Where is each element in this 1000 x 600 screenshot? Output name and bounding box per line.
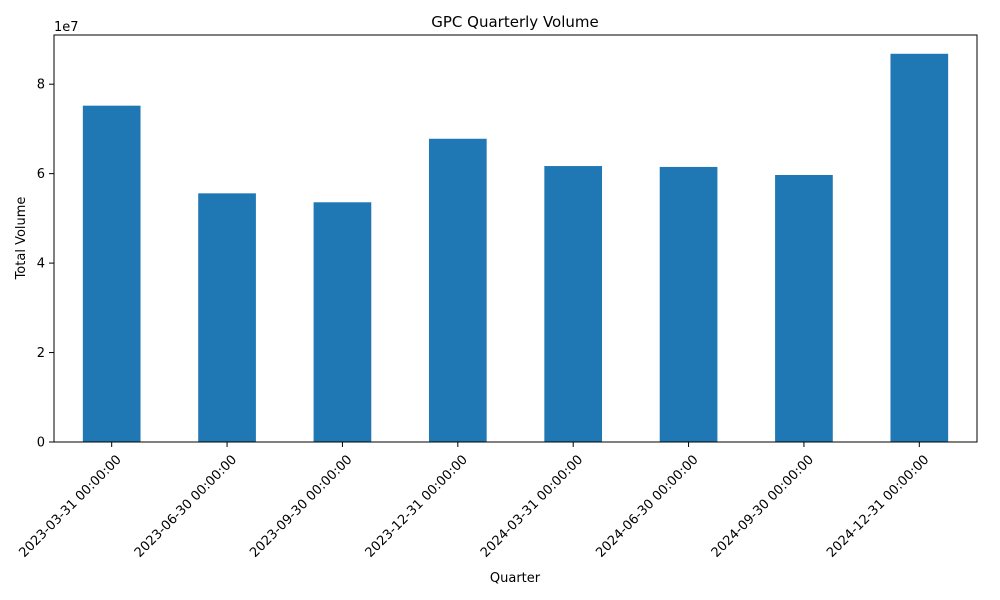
- bar-2: [198, 193, 256, 442]
- x-tick-label: 2023-09-30 00:00:00: [247, 452, 355, 560]
- x-tick-label: 2024-12-31 00:00:00: [824, 452, 932, 560]
- bar-6: [659, 166, 718, 442]
- x-tick-label: 2024-09-30 00:00:00: [709, 452, 817, 560]
- bar-5: [544, 166, 603, 443]
- x-tick-label: 2024-03-31 00:00:00: [478, 452, 586, 560]
- bar-1: [82, 105, 141, 443]
- y-tick-label: 2: [37, 346, 45, 361]
- bars-group: [82, 53, 949, 443]
- chart-title: GPC Quarterly Volume: [431, 13, 598, 31]
- y-axis-label: Total Volume: [14, 197, 29, 281]
- bar-3: [313, 202, 372, 442]
- x-tick-label: 2023-03-31 00:00:00: [16, 452, 124, 560]
- x-tick-label: 2023-12-31 00:00:00: [363, 452, 471, 560]
- plot-area-frame: [53, 34, 978, 443]
- y-axis-ticks: 0 2 4 6 8: [37, 78, 54, 451]
- y-tick-label: 0: [37, 436, 45, 451]
- bar-8: [890, 53, 949, 442]
- y-tick-label: 8: [37, 78, 45, 93]
- y-tick-label: 4: [37, 257, 45, 272]
- x-axis-ticks: 2023-03-31 00:00:00 2023-06-30 00:00:00 20…: [16, 442, 932, 561]
- x-axis-label: Quarter: [490, 571, 541, 586]
- y-tick-label: 6: [37, 167, 45, 182]
- bar-4: [428, 138, 487, 442]
- x-tick-label: 2023-06-30 00:00:00: [132, 452, 240, 560]
- x-tick-label: 2024-06-30 00:00:00: [593, 452, 701, 560]
- y-multiplier-label: 1e7: [54, 20, 79, 35]
- bar-7: [775, 174, 833, 443]
